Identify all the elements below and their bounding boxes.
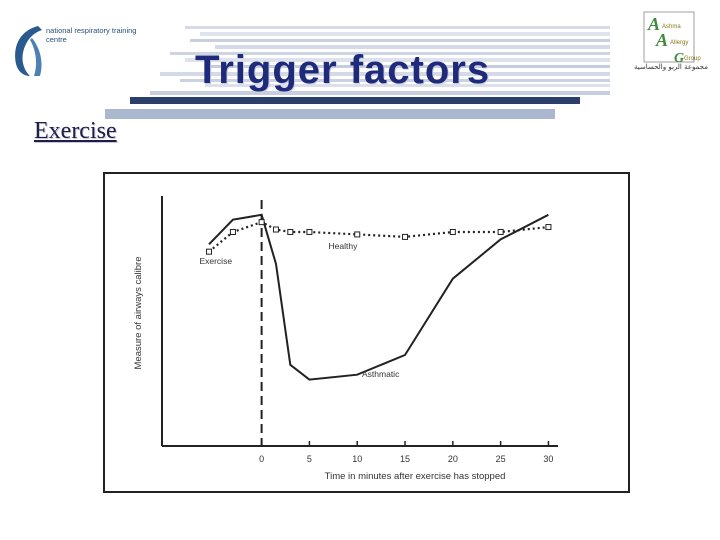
x-tick-label: 30 (543, 454, 553, 464)
svg-text:A: A (655, 30, 668, 50)
annotation-asthmatic: Asthmatic (362, 369, 400, 379)
x-tick-label: 10 (352, 454, 362, 464)
healthy-point (354, 231, 361, 238)
nrtc-logo-icon (15, 26, 42, 76)
chart-marks (206, 200, 552, 446)
chart-labels: 0 5 10 15 20 25 30 Exercise Healthy Asthmatic Time… (133, 241, 553, 482)
healthy-point (258, 219, 265, 226)
healthy-point (229, 228, 236, 235)
airways-chart: 0 5 10 15 20 25 30 Exercise Healthy Asthmatic Time… (133, 196, 558, 482)
aag-line-2: Allergy (670, 40, 688, 46)
annotation-healthy: Healthy (329, 241, 359, 251)
x-tick-label: 5 (307, 454, 312, 464)
x-axis-label: Time in minutes after exercise has stopp… (325, 471, 506, 482)
healthy-point (545, 224, 552, 231)
healthy-point (287, 228, 294, 235)
healthy-series-line (208, 220, 549, 253)
svg-text:G: G (674, 51, 684, 64)
healthy-point (497, 228, 504, 235)
chart-axes (161, 196, 558, 447)
annotation-exercise: Exercise (199, 256, 232, 266)
healthy-point (306, 228, 313, 235)
x-tick-label: 15 (400, 454, 410, 464)
asthmatic-series-line (208, 213, 549, 381)
svg-text:A: A (647, 14, 660, 34)
page-title: Trigger factors (195, 48, 491, 92)
x-tick-label: 25 (496, 454, 506, 464)
aag-line-1: Ashma (662, 24, 681, 30)
aag-logo-mark: A A G Ashma Allergy Group (643, 11, 701, 64)
chart-frame: 0 5 10 15 20 25 30 Exercise Healthy Asthmatic Time… (103, 172, 630, 493)
x-tick-label: 0 (259, 454, 264, 464)
nrtc-logo-text: national respiratory training centre (46, 26, 137, 44)
header-stripes (105, 26, 610, 119)
aag-line-3: Group (684, 56, 701, 62)
section-subtitle: Exercise (34, 118, 117, 144)
aag-arabic-text: مجموعة الربو والحساسية (634, 63, 708, 71)
x-tick-label: 20 (448, 454, 458, 464)
y-axis-label: Measure of airways calibre (133, 257, 144, 370)
nrtc-logo: national respiratory training centre (8, 20, 158, 84)
healthy-point (206, 248, 213, 255)
aag-logo: A A G Ashma Allergy Group مجموعة الربو و… (626, 8, 714, 78)
healthy-point (402, 233, 409, 240)
healthy-point (272, 226, 279, 233)
healthy-point (449, 228, 456, 235)
